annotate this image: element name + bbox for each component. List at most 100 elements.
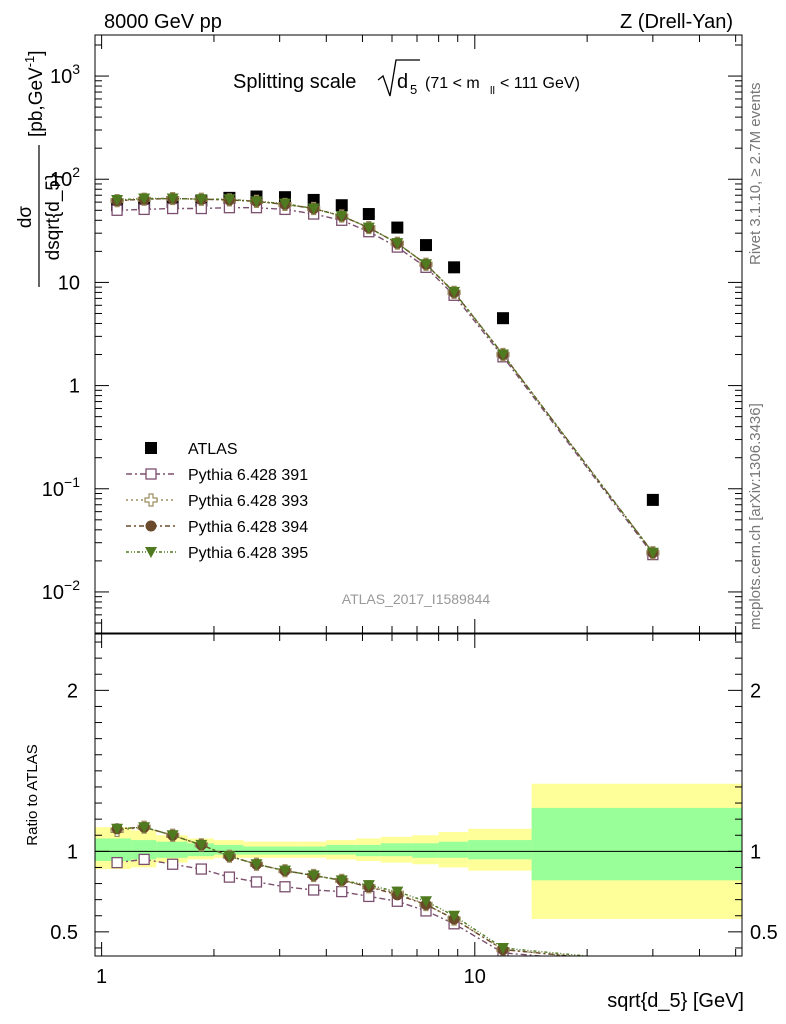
data-point [419, 259, 432, 271]
data-point [278, 198, 291, 210]
plot-title: Splitting scale d 5 (71 < m ll < 111 GeV… [233, 59, 580, 97]
data-point [307, 203, 320, 215]
data-point [138, 193, 151, 205]
ratio-frame [94, 633, 743, 957]
y-tick-label: 10 [58, 272, 80, 294]
y-tick-label: 103 [50, 61, 80, 88]
uncertainty-band-inner [380, 843, 413, 857]
ratio-plot-area [110, 820, 659, 970]
ratio-point [448, 910, 461, 922]
title-cut: (71 < m [425, 75, 480, 92]
y-tick-label: 10−1 [42, 474, 80, 501]
ratio-ylabel: Ratio to ATLAS [24, 744, 41, 845]
uncertainty-band-inner [156, 841, 188, 858]
ratio-point [138, 853, 150, 866]
ratio-y-tick-label: 0.5 [50, 922, 78, 944]
ratio-point [307, 870, 320, 882]
ratio-point [166, 830, 179, 842]
data-point [223, 194, 236, 206]
ratio-point [223, 851, 236, 863]
data-point [362, 222, 375, 234]
ratio-panel: 0.5 0.5 1 1 2 2 1 10 Ratio to ATLAS sqrt{d_5} [… [24, 633, 778, 1012]
title-sub: 5 [410, 82, 417, 97]
analysis-tag: ATLAS_2017_I1589844 [342, 591, 491, 607]
uncertainty-band-inner [326, 844, 356, 855]
ratio-point [166, 858, 179, 870]
data-point [250, 196, 263, 208]
ratio-point [250, 876, 263, 888]
ratio-point [362, 880, 375, 892]
title-cut-sub: ll [490, 85, 495, 97]
header-right: Z (Drell-Yan) [620, 11, 733, 33]
main-axes: 10−2 10−1 1 10 102 103 [42, 35, 742, 634]
ratio-series-pythia-6-428-395 [111, 822, 659, 968]
ylabel-numerator: dσ [15, 206, 36, 229]
ylabel-units: [pb,GeV-1] [22, 50, 47, 137]
ratio-axes: 0.5 0.5 1 1 2 2 1 10 [50, 634, 778, 988]
data-point [391, 238, 404, 250]
ratio-point [496, 942, 509, 954]
title-cut-end: < 111 GeV) [500, 75, 580, 92]
ratio-bands [95, 783, 742, 919]
ratio-y-tick-label: 1 [750, 841, 761, 863]
ratio-point [195, 863, 207, 875]
ratio-point [223, 871, 236, 883]
uncertainty-band-inner [243, 846, 269, 855]
series-pythia-6-428-395 [111, 193, 659, 559]
uncertainty-band-inner [268, 846, 300, 855]
mcplots-label: mcplots.cern.ch [arXiv:1306.3436] [747, 403, 764, 630]
y-tick-label: 102 [50, 164, 80, 191]
ratio-point [391, 886, 404, 898]
ratio-point [111, 823, 124, 835]
legend-label: Pythia 6.428 394 [188, 519, 308, 536]
ratio-point [111, 856, 123, 869]
main-panel: 10−2 10−1 1 10 102 103 Splitting scale d 5 (7… [15, 34, 743, 634]
legend-marker [144, 493, 158, 507]
main-frame [94, 34, 743, 634]
header-left: 8000 GeV pp [104, 11, 222, 33]
ratio-y-tick-label: 0.5 [750, 922, 778, 944]
sqrt-symbol [377, 59, 420, 97]
data-point [335, 211, 348, 223]
uncertainty-band-inner [412, 843, 439, 858]
data-point [391, 221, 404, 234]
uncertainty-band-inner [468, 840, 532, 860]
ratio-point [336, 885, 348, 898]
ratio-point [279, 881, 291, 893]
xlabel: sqrt{d_5} [GeV] [607, 990, 744, 1012]
main-ylabel: dσ dsqrt{d_5} [pb,GeV-1] [15, 50, 64, 287]
rivet-label: Rivet 3.1.10, ≥ 2.7M events [747, 83, 764, 266]
ratio-point [647, 958, 659, 970]
legend-label: Pythia 6.428 393 [188, 493, 308, 510]
uncertainty-band-inner [531, 807, 742, 881]
ratio-point [335, 875, 348, 887]
main-plot-area [110, 190, 660, 561]
ratio-y-tick-label: 2 [750, 680, 761, 702]
uncertainty-band-inner [299, 846, 327, 855]
ratio-point [278, 865, 291, 877]
x-tick-label: 1 [96, 966, 107, 988]
uncertainty-band-inner [95, 838, 132, 862]
data-point [307, 193, 320, 206]
series-atlas [111, 190, 659, 506]
ratio-y-tick-label: 1 [67, 841, 78, 863]
y-tick-label: 10−2 [42, 577, 80, 604]
legend-label: ATLAS [188, 441, 238, 458]
legend-marker [145, 547, 157, 558]
ratio-point [647, 957, 659, 968]
data-point [195, 194, 208, 206]
data-point [362, 208, 375, 221]
ratio-point [647, 959, 658, 970]
data-point [496, 349, 509, 361]
ratio-y-tick-label: 2 [67, 680, 78, 702]
ylabel-denominator: dsqrt{d_5} [43, 174, 64, 261]
x-tick-label: 10 [464, 966, 486, 988]
legend-label: Pythia 6.428 395 [188, 545, 308, 562]
title-sym: d [397, 71, 408, 93]
ratio-point [250, 859, 263, 871]
ratio-point [308, 884, 320, 896]
title-main: Splitting scale [233, 71, 356, 93]
legend-marker [145, 468, 157, 480]
data-point [646, 493, 659, 506]
